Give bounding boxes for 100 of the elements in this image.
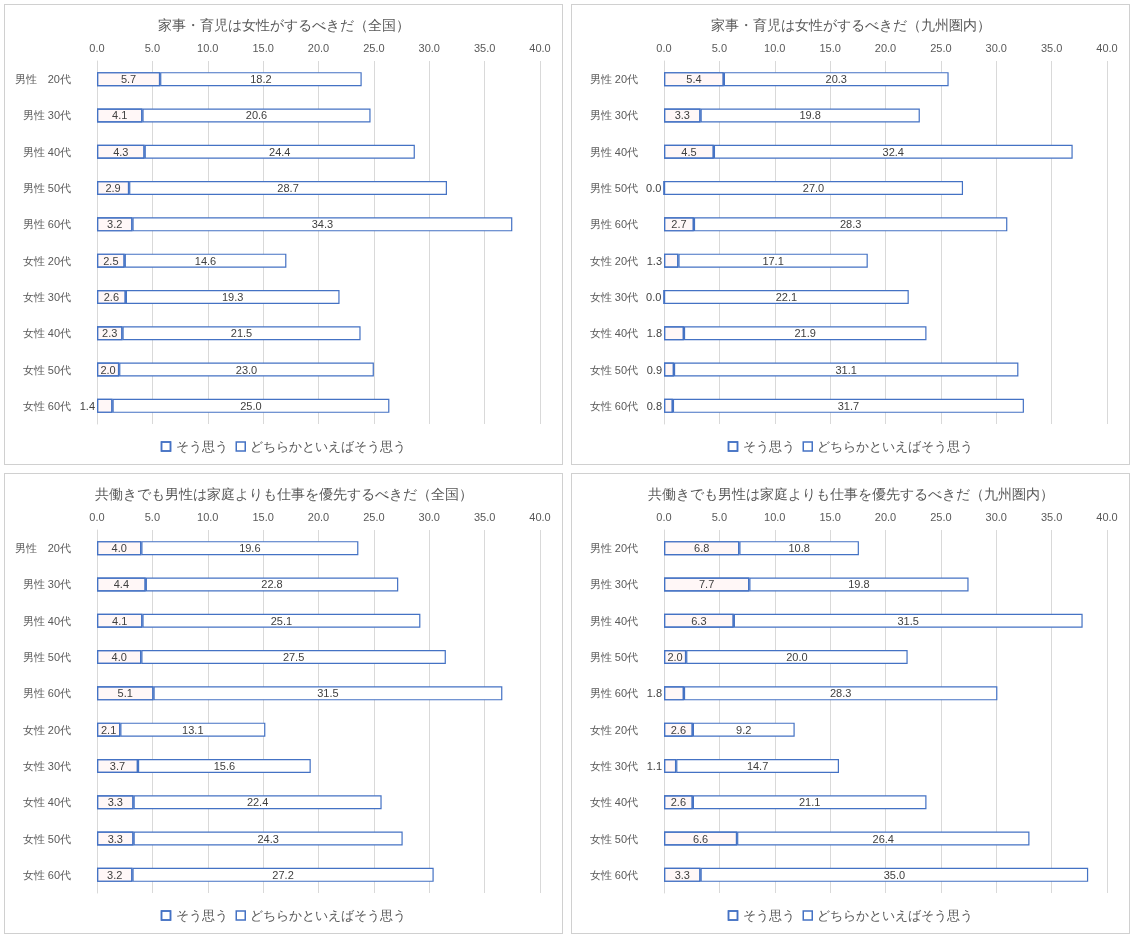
data-label: 2.0 [100, 363, 116, 376]
y-tick-label: 女性 60代 [589, 868, 638, 881]
x-tick-label: 15.0 [819, 41, 841, 54]
data-label: 2.0 [667, 651, 683, 664]
data-label: 22.4 [246, 796, 269, 809]
data-label: 1.3 [646, 254, 662, 267]
x-tick-label: 35.0 [1040, 41, 1063, 54]
data-label: 31.5 [897, 614, 919, 627]
data-label: 7.7 [698, 578, 715, 591]
data-label: 10.8 [788, 542, 810, 555]
data-label: 2.1 [100, 723, 117, 736]
y-tick-label: 女性 30代 [589, 290, 638, 303]
chart-title: 家事・育児は女性がするべきだ（九州圏内） [710, 17, 991, 33]
y-tick-label: 女性 50代 [22, 363, 71, 376]
y-tick-label: 女性 30代 [589, 759, 638, 772]
y-tick-label: 女性 40代 [589, 327, 638, 340]
data-label: 19.8 [848, 578, 870, 591]
data-label: 9.2 [736, 723, 752, 736]
x-tick-label: 35.0 [473, 510, 496, 523]
y-tick-label: 女性 20代 [22, 723, 71, 736]
legend-label: どちらかといえばそう思う [817, 908, 974, 923]
data-label: 6.3 [691, 614, 707, 627]
data-label: 21.9 [794, 327, 816, 340]
legend-label: そう思う [175, 908, 228, 923]
y-tick-label: 男性 20代 [14, 73, 71, 86]
y-tick-label: 男性 50代 [22, 651, 71, 664]
x-tick-label: 20.0 [307, 41, 330, 54]
data-label: 2.6 [670, 723, 687, 736]
data-label: 19.3 [221, 290, 244, 303]
y-tick-label: 男性 60代 [22, 218, 71, 231]
x-tick-label: 5.0 [711, 41, 728, 54]
x-tick-label: 0.0 [89, 41, 105, 54]
x-tick-label: 40.0 [529, 41, 551, 54]
x-tick-label: 10.0 [764, 510, 786, 523]
x-tick-label: 5.0 [711, 510, 728, 523]
data-label: 22.1 [775, 290, 798, 303]
x-tick-label: 0.0 [656, 41, 672, 54]
x-tick-label: 35.0 [1040, 510, 1063, 523]
legend-label: どちらかといえばそう思う [250, 908, 407, 923]
x-tick-label: 15.0 [252, 41, 274, 54]
data-label: 1.1 [646, 759, 662, 772]
y-tick-label: 男性 50代 [22, 182, 71, 195]
chart-title: 共働きでも男性は家庭よりも仕事を優先するべきだ（全国） [94, 486, 473, 502]
data-label: 27.0 [802, 182, 825, 195]
y-tick-label: 男性 50代 [589, 651, 638, 664]
data-label: 4.3 [113, 145, 129, 158]
y-tick-label: 男性 30代 [589, 109, 638, 122]
x-tick-label: 20.0 [307, 510, 330, 523]
y-tick-label: 女性 50代 [22, 832, 71, 845]
x-tick-label: 25.0 [930, 41, 952, 54]
data-label: 31.7 [837, 399, 860, 412]
legend-label: どちらかといえばそう思う [817, 439, 974, 454]
y-tick-label: 男性 20代 [589, 542, 638, 555]
y-tick-label: 女性 40代 [589, 796, 638, 809]
x-tick-label: 10.0 [764, 41, 786, 54]
x-tick-label: 10.0 [197, 41, 219, 54]
y-tick-label: 女性 60代 [589, 399, 638, 412]
y-tick-label: 女性 50代 [589, 363, 638, 376]
chart-title: 共働きでも男性は家庭よりも仕事を優先するべきだ（九州圏内） [647, 486, 1054, 502]
data-label: 2.3 [102, 327, 118, 340]
x-tick-label: 30.0 [418, 41, 440, 54]
data-label: 0.8 [646, 399, 662, 412]
x-tick-label: 20.0 [874, 41, 897, 54]
x-tick-label: 0.0 [656, 510, 672, 523]
y-tick-label: 男性 60代 [589, 218, 638, 231]
data-label: 3.3 [107, 832, 123, 845]
data-label: 35.0 [883, 868, 906, 881]
x-tick-label: 40.0 [1096, 41, 1118, 54]
y-tick-label: 女性 40代 [22, 796, 71, 809]
data-label: 25.1 [270, 614, 293, 627]
x-tick-label: 40.0 [1096, 510, 1118, 523]
data-label: 6.8 [694, 542, 710, 555]
data-label: 20.3 [825, 73, 847, 86]
data-label: 21.1 [798, 796, 821, 809]
data-label: 28.7 [277, 182, 299, 195]
data-label: 34.3 [311, 218, 334, 231]
data-label: 0.0 [646, 182, 662, 195]
data-label: 4.1 [112, 614, 128, 627]
data-label: 14.7 [746, 759, 769, 772]
x-tick-label: 15.0 [819, 510, 841, 523]
y-tick-label: 男性 40代 [589, 614, 638, 627]
x-tick-label: 25.0 [363, 510, 385, 523]
data-label: 31.5 [317, 687, 339, 700]
data-label: 27.5 [282, 651, 305, 664]
data-label: 18.2 [250, 73, 272, 86]
y-tick-label: 男性 30代 [589, 578, 638, 591]
y-tick-label: 女性 60代 [22, 399, 71, 412]
data-label: 4.0 [111, 542, 127, 555]
data-label: 3.3 [674, 109, 690, 122]
data-label: 2.7 [671, 218, 687, 231]
x-tick-label: 10.0 [197, 510, 219, 523]
y-tick-label: 男性 40代 [22, 614, 71, 627]
data-label: 0.9 [646, 363, 662, 376]
data-label: 24.3 [257, 832, 279, 845]
x-tick-label: 35.0 [473, 41, 496, 54]
x-tick-label: 0.0 [89, 510, 105, 523]
data-label: 3.2 [107, 218, 123, 231]
y-tick-label: 女性 20代 [589, 723, 638, 736]
x-tick-label: 40.0 [529, 510, 551, 523]
x-tick-label: 5.0 [144, 41, 161, 54]
